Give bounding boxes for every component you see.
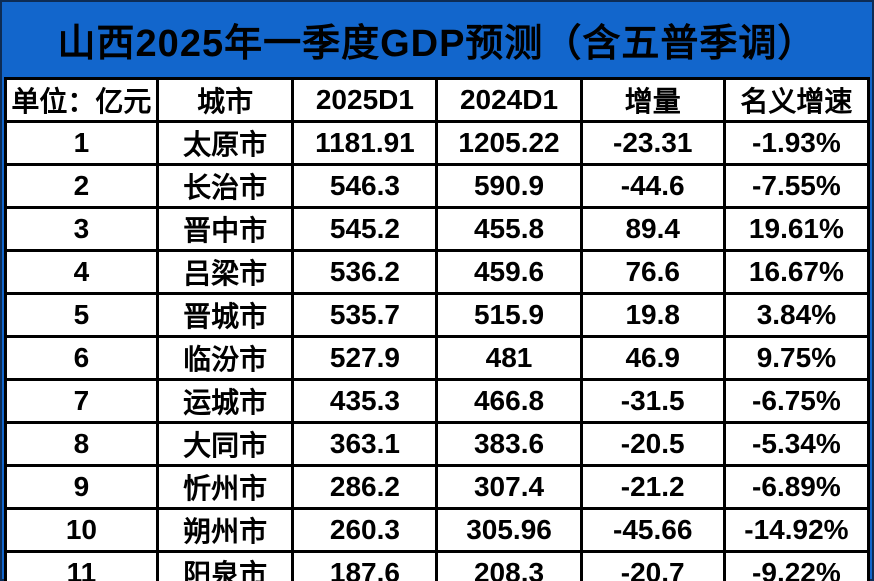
table-cell: 459.6	[435, 249, 583, 295]
table-cell: 16.67%	[722, 249, 871, 295]
table-cell: 9	[4, 464, 159, 510]
table-cell: 1181.91	[291, 120, 439, 166]
column-header: 城市	[155, 77, 295, 123]
table-cell: 286.2	[291, 464, 439, 510]
table-cell: -20.7	[579, 550, 726, 581]
table-row: 6 临汾市 527.9 481 46.9 9.75%	[4, 335, 871, 381]
column-header: 单位：亿元	[4, 77, 159, 123]
table-row: 7 运城市 435.3 466.8 -31.5 -6.75%	[4, 378, 871, 424]
table-row: 3 晋中市 545.2 455.8 89.4 19.61%	[4, 206, 871, 252]
table-row: 11 阳泉市 187.6 208.3 -20.7 -9.22%	[4, 550, 871, 581]
table-cell: 大同市	[155, 421, 295, 467]
table-cell: 运城市	[155, 378, 295, 424]
table-cell: 481	[435, 335, 583, 381]
table-cell: 3	[4, 206, 159, 252]
table-cell: 2	[4, 163, 159, 209]
table-cell: -20.5	[579, 421, 726, 467]
table-cell: 太原市	[155, 120, 295, 166]
table-cell: 515.9	[435, 292, 583, 338]
table-row: 5 晋城市 535.7 515.9 19.8 3.84%	[4, 292, 871, 338]
data-table: 单位：亿元 城市 2025D1 2024D1 增量 名义增速 1 太原市 1181.91 120…	[4, 77, 871, 581]
table-cell: 535.7	[291, 292, 439, 338]
table-cell: 435.3	[291, 378, 439, 424]
table-cell: 187.6	[291, 550, 439, 581]
table-cell: 363.1	[291, 421, 439, 467]
table-cell: -44.6	[579, 163, 726, 209]
column-header: 名义增速	[722, 77, 871, 123]
table-cell: 527.9	[291, 335, 439, 381]
gdp-table: 单位：亿元 城市 2025D1 2024D1 增量 名义增速 1 太原市 1181.91 120…	[4, 77, 871, 581]
table-cell: 长治市	[155, 163, 295, 209]
table-cell: -6.89%	[722, 464, 871, 510]
table-cell: 19.8	[579, 292, 726, 338]
table-cell: 546.3	[291, 163, 439, 209]
table-cell: -1.93%	[722, 120, 871, 166]
table-cell: 10	[4, 507, 159, 553]
table-row: 8 大同市 363.1 383.6 -20.5 -5.34%	[4, 421, 871, 467]
table-cell: -23.31	[579, 120, 726, 166]
table-cell: 阳泉市	[155, 550, 295, 581]
table-cell: 466.8	[435, 378, 583, 424]
table-cell: 3.84%	[722, 292, 871, 338]
table-cell: -5.34%	[722, 421, 871, 467]
table-cell: 11	[4, 550, 159, 581]
table-cell: -31.5	[579, 378, 726, 424]
table-cell: -6.75%	[722, 378, 871, 424]
table-cell: 7	[4, 378, 159, 424]
table-cell: -45.66	[579, 507, 726, 553]
table-cell: 383.6	[435, 421, 583, 467]
column-header: 2024D1	[435, 77, 583, 123]
table-row: 2 长治市 546.3 590.9 -44.6 -7.55%	[4, 163, 871, 209]
table-cell: 晋中市	[155, 206, 295, 252]
table-cell: 临汾市	[155, 335, 295, 381]
table-row: 10 朔州市 260.3 305.96 -45.66 -14.92%	[4, 507, 871, 553]
table-cell: 19.61%	[722, 206, 871, 252]
column-header: 2025D1	[291, 77, 439, 123]
table-cell: -9.22%	[722, 550, 871, 581]
table-cell: -21.2	[579, 464, 726, 510]
table-cell: 忻州市	[155, 464, 295, 510]
page-title: 山西2025年一季度GDP预测（含五普季调）	[57, 23, 817, 65]
table-cell: 536.2	[291, 249, 439, 295]
table-cell: 260.3	[291, 507, 439, 553]
table-cell: 吕梁市	[155, 249, 295, 295]
table-cell: 朔州市	[155, 507, 295, 553]
table-cell: 1205.22	[435, 120, 583, 166]
table-cell: -7.55%	[722, 163, 871, 209]
table-cell: 4	[4, 249, 159, 295]
header-row: 单位：亿元 城市 2025D1 2024D1 增量 名义增速	[4, 77, 871, 123]
table-cell: 9.75%	[722, 335, 871, 381]
table-row: 9 忻州市 286.2 307.4 -21.2 -6.89%	[4, 464, 871, 510]
table-cell: 6	[4, 335, 159, 381]
table-cell: 305.96	[435, 507, 583, 553]
table-cell: 8	[4, 421, 159, 467]
table-cell: 76.6	[579, 249, 726, 295]
table-cell: 46.9	[579, 335, 726, 381]
table-cell: 545.2	[291, 206, 439, 252]
table-cell: 590.9	[435, 163, 583, 209]
table-cell: 89.4	[579, 206, 726, 252]
table-cell: 5	[4, 292, 159, 338]
table-cell: 208.3	[435, 550, 583, 581]
table-row: 1 太原市 1181.91 1205.22 -23.31 -1.93%	[4, 120, 871, 166]
table-row: 4 吕梁市 536.2 459.6 76.6 16.67%	[4, 249, 871, 295]
column-header: 增量	[579, 77, 726, 123]
table-cell: 晋城市	[155, 292, 295, 338]
table-cell: 307.4	[435, 464, 583, 510]
table-cell: 1	[4, 120, 159, 166]
table-body: 1 太原市 1181.91 1205.22 -23.31 -1.93% 2 长治市 546.3 5…	[4, 120, 871, 581]
table-cell: 455.8	[435, 206, 583, 252]
table-cell: -14.92%	[722, 507, 871, 553]
